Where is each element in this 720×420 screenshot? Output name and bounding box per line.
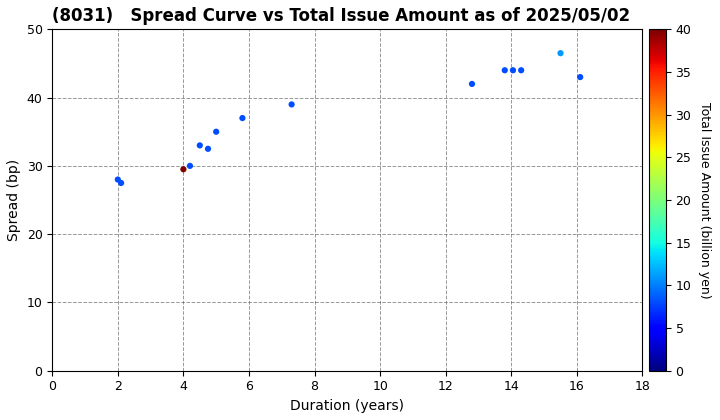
Point (286, 101, 297, 108)
Point (516, 67, 527, 74)
Point (554, 50, 566, 57)
Point (115, 180, 127, 186)
Point (237, 115, 248, 121)
Point (202, 145, 214, 152)
Text: (8031)   Spread Curve vs Total Issue Amount as of 2025/05/02: (8031) Spread Curve vs Total Issue Amoun… (53, 7, 630, 25)
X-axis label: Duration (years): Duration (years) (290, 399, 405, 413)
Point (210, 129, 222, 135)
Point (184, 163, 196, 169)
Y-axis label: Spread (bp): Spread (bp) (7, 159, 21, 241)
Point (112, 176, 124, 183)
Point (178, 166, 189, 173)
Y-axis label: Total Issue Amount (billion yen): Total Issue Amount (billion yen) (698, 102, 711, 298)
Point (467, 81, 478, 87)
Point (575, 74, 586, 81)
Point (499, 67, 510, 74)
Point (194, 142, 205, 149)
Point (507, 67, 518, 74)
